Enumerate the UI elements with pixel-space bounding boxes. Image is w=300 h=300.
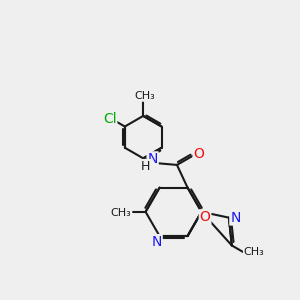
- Text: O: O: [200, 210, 211, 224]
- Text: H: H: [141, 160, 150, 173]
- Text: N: N: [230, 211, 241, 225]
- Text: Cl: Cl: [103, 112, 116, 126]
- Text: N: N: [147, 152, 158, 166]
- Text: CH₃: CH₃: [244, 247, 265, 257]
- Text: O: O: [194, 147, 204, 161]
- Text: N: N: [152, 235, 162, 249]
- Text: CH₃: CH₃: [134, 91, 155, 101]
- Text: CH₃: CH₃: [111, 208, 131, 218]
